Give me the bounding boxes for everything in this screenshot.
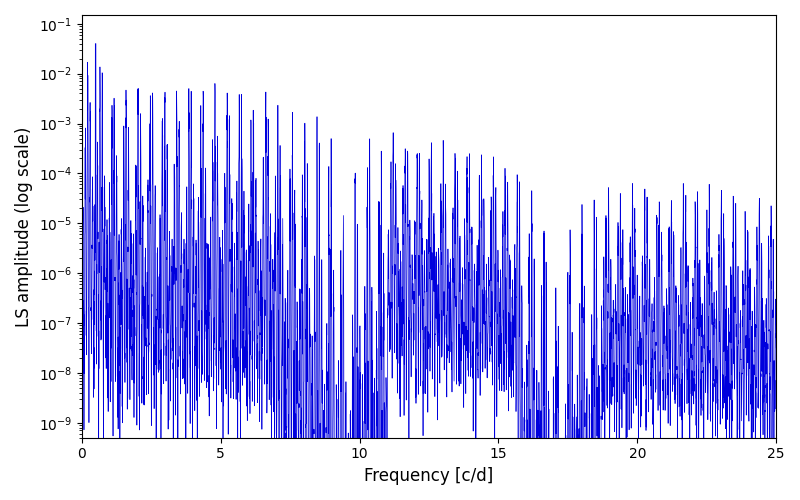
X-axis label: Frequency [c/d]: Frequency [c/d] [364, 467, 494, 485]
Y-axis label: LS amplitude (log scale): LS amplitude (log scale) [15, 126, 33, 326]
